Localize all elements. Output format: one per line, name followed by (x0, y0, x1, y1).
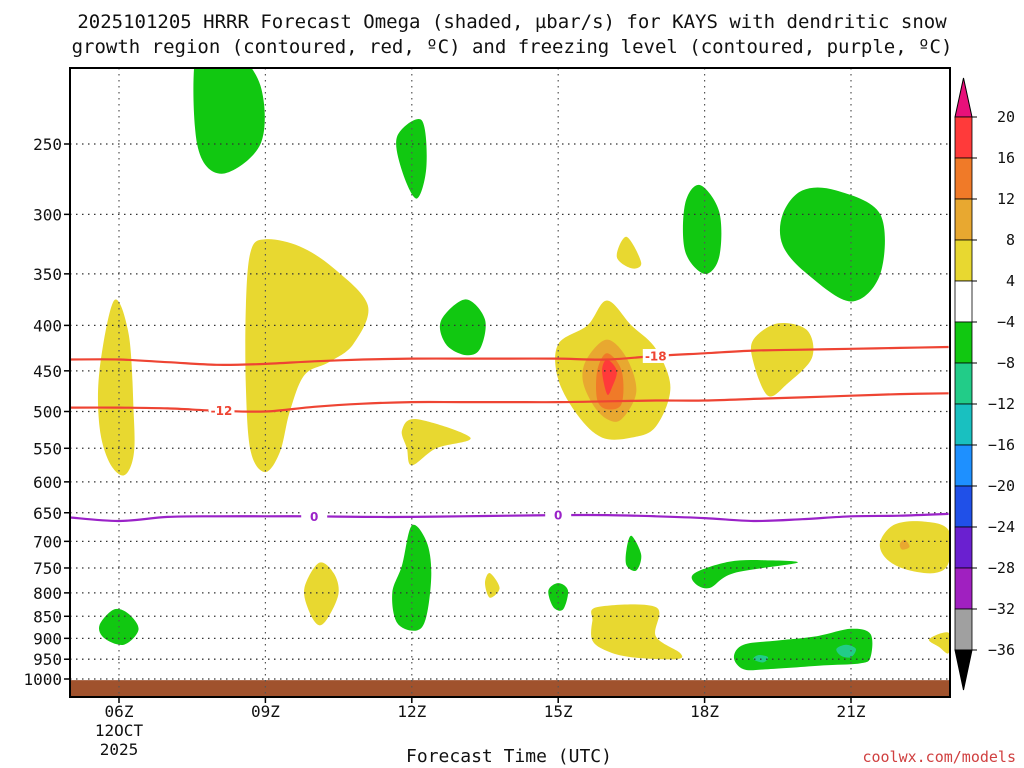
colorbar-label: −20 (988, 477, 1015, 495)
freezing-level-contour-label: 0 (310, 510, 318, 524)
y-tick-label: 900 (33, 629, 62, 648)
colorbar-segment (954, 444, 973, 487)
credit-text: coolwx.com/models (862, 748, 1016, 766)
x-tick-label: 06Z (105, 702, 134, 721)
colorbar: 20 16 12 8 4 −4 −8 −12 −16 −20 −24 −28 −32 −36 (954, 77, 1015, 691)
omega-region-pos4 (591, 604, 683, 660)
y-tick-label: 500 (33, 403, 62, 422)
colorbar-segment (954, 526, 973, 569)
omega-region-pos4 (245, 239, 369, 473)
omega-region-pos4 (750, 322, 814, 397)
colorbar-label: 16 (997, 149, 1015, 167)
omega-region-pos4 (97, 299, 135, 476)
chart-title-line2: growth region (contoured, red, ºC) and f… (72, 36, 953, 58)
colorbar-segment (954, 485, 973, 528)
omega-region-neg4 (439, 299, 486, 356)
colorbar-segment (954, 239, 973, 282)
colorbar-segment (954, 321, 973, 364)
y-tick-label: 650 (33, 504, 62, 523)
colorbar-label: 20 (997, 108, 1015, 126)
colorbar-label: 12 (997, 190, 1015, 208)
y-axis: 250 300 350 400 450 500 550 600 650 700 750 800 850 9… (23, 135, 70, 689)
colorbar-label: −4 (997, 313, 1015, 331)
freezing-level-contour (70, 512, 949, 523)
y-tick-label: 1000 (23, 670, 62, 689)
y-tick-label: 350 (33, 265, 62, 284)
omega-region-neg4 (682, 184, 722, 274)
colorbar-label: 4 (1006, 272, 1015, 290)
y-tick-label: 750 (33, 559, 62, 578)
y-tick-label: 850 (33, 607, 62, 626)
ground-fill (70, 680, 950, 697)
y-tick-label: 450 (33, 362, 62, 381)
omega-region-neg4 (733, 628, 873, 671)
colorbar-segment (954, 157, 973, 200)
omega-region-neg8 (836, 644, 857, 658)
colorbar-label: −36 (988, 641, 1015, 659)
dgz-contour-12-label: -12 (211, 404, 233, 418)
omega-shaded-regions (97, 68, 950, 671)
x-tick-label: 15Z (544, 702, 573, 721)
colorbar-label: −32 (988, 600, 1015, 618)
freezing-level-contour-label: 0 (554, 509, 562, 523)
colorbar-segment (954, 116, 973, 159)
y-tick-label: 800 (33, 584, 62, 603)
omega-region-pos4 (928, 632, 950, 654)
colorbar-bottom-triangle (954, 649, 973, 691)
freezing-level-contour-label-bg (301, 509, 328, 524)
plot-area (70, 68, 950, 697)
x-year-label: 2025 (100, 740, 139, 759)
grid-lines (70, 68, 950, 697)
freezing-level-contour-label-bg (545, 508, 572, 523)
dgz-contour-18 (70, 345, 949, 366)
omega-region-neg4 (392, 524, 432, 631)
omega-region-pos4 (401, 418, 471, 466)
y-tick-label: 250 (33, 135, 62, 154)
colorbar-top-triangle (954, 77, 973, 118)
y-tick-label: 550 (33, 439, 62, 458)
x-date-label: 12OCT (95, 721, 144, 740)
omega-region-neg4 (193, 68, 265, 174)
colorbar-segment (954, 403, 973, 446)
y-tick-label: 950 (33, 650, 62, 669)
surface-ground (70, 680, 950, 697)
omega-region-neg4 (691, 560, 798, 589)
colorbar-label: −28 (988, 559, 1015, 577)
omega-region-pos16 (602, 359, 617, 395)
y-tick-label: 600 (33, 473, 62, 492)
x-axis-label: Forecast Time (UTC) (406, 746, 612, 767)
colorbar-label: −16 (988, 436, 1015, 454)
x-tick-label: 12Z (397, 702, 426, 721)
dgz-contour-12-label-bg (208, 403, 235, 418)
chart-title-line1: 2025101205 HRRR Forecast Omega (shaded, … (77, 11, 947, 33)
plot-frame (69, 67, 951, 698)
x-tick-label: 21Z (837, 702, 866, 721)
x-tick-label: 09Z (251, 702, 280, 721)
omega-region-pos4 (879, 521, 950, 574)
y-tick-label: 400 (33, 316, 62, 335)
temperature-contours: -18 -12 0 0 (70, 345, 949, 524)
colorbar-label: −8 (997, 354, 1015, 372)
colorbar-segment (954, 567, 973, 610)
omega-region-pos4 (304, 562, 339, 626)
omega-region-neg4 (779, 187, 885, 302)
omega-region-pos4 (616, 236, 642, 269)
colorbar-segment (954, 280, 973, 323)
colorbar-label: 8 (1006, 231, 1015, 249)
colorbar-segment (954, 198, 973, 241)
y-tick-label: 700 (33, 532, 62, 551)
omega-region-neg4 (625, 535, 642, 571)
colorbar-label: −24 (988, 518, 1015, 536)
dgz-contour-18-label: -18 (645, 349, 667, 363)
omega-region-pos4 (485, 573, 500, 598)
colorbar-label: −12 (988, 395, 1015, 413)
dgz-contour-18-label-bg (642, 348, 669, 363)
y-tick-label: 300 (33, 205, 62, 224)
colorbar-segment (954, 608, 973, 651)
omega-region-pos8 (899, 539, 910, 550)
colorbar-segment (954, 362, 973, 405)
x-tick-label: 18Z (690, 702, 719, 721)
